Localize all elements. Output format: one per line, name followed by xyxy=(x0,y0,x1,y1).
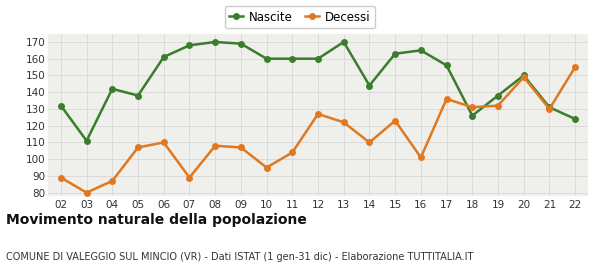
Text: Movimento naturale della popolazione: Movimento naturale della popolazione xyxy=(6,213,307,227)
Legend: Nascite, Decessi: Nascite, Decessi xyxy=(224,6,376,28)
Text: COMUNE DI VALEGGIO SUL MINCIO (VR) - Dati ISTAT (1 gen-31 dic) - Elaborazione TU: COMUNE DI VALEGGIO SUL MINCIO (VR) - Dat… xyxy=(6,252,473,262)
